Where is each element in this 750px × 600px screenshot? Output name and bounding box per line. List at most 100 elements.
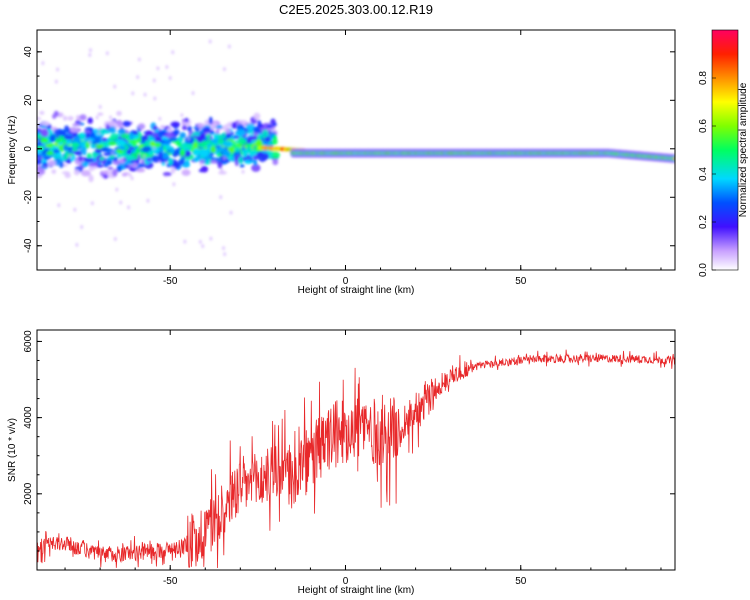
heatmap-cell bbox=[113, 84, 117, 89]
heatmap-cell bbox=[202, 126, 211, 134]
heatmap-cell bbox=[141, 136, 146, 144]
heatmap-cell bbox=[270, 119, 276, 124]
heatmap-cell bbox=[210, 138, 221, 144]
colorbar-gradient bbox=[712, 30, 738, 270]
heatmap-cell bbox=[66, 159, 72, 164]
heatmap-cell bbox=[107, 120, 117, 127]
heatmap-cell bbox=[40, 128, 48, 137]
heatmap-cell bbox=[86, 158, 94, 162]
heatmap-cell bbox=[146, 198, 150, 203]
heatmap-cell bbox=[125, 155, 136, 161]
heatmap-cell bbox=[95, 115, 99, 120]
heatmap-cell bbox=[116, 110, 122, 116]
heatmap-cell bbox=[170, 166, 176, 174]
heatmap-cell bbox=[142, 154, 146, 159]
heatmap-cell bbox=[112, 158, 119, 162]
y-tick-label: 4000 bbox=[23, 406, 34, 429]
heatmap-cell bbox=[187, 136, 191, 141]
heatmap-cell bbox=[237, 139, 247, 144]
heatmap-cell bbox=[69, 127, 79, 133]
heatmap-cell bbox=[172, 182, 176, 187]
heatmap-cell bbox=[80, 170, 91, 177]
spectrogram-x-ticks: -50 0 50 bbox=[64, 30, 662, 287]
heatmap-cell bbox=[90, 144, 97, 149]
heatmap-cell bbox=[272, 138, 278, 146]
heatmap-cell bbox=[263, 122, 268, 129]
heatmap-cell bbox=[228, 156, 233, 161]
heatmap-cell bbox=[193, 148, 200, 157]
heatmap-cell bbox=[97, 112, 104, 116]
heatmap-cell bbox=[215, 146, 226, 152]
heatmap-cell bbox=[182, 125, 188, 131]
heatmap-cell bbox=[85, 137, 95, 143]
heatmap-cell bbox=[265, 135, 271, 143]
heatmap-cell bbox=[231, 122, 237, 129]
heatmap-cell bbox=[37, 135, 42, 139]
heatmap-cell bbox=[40, 121, 50, 127]
heatmap-cell bbox=[223, 158, 231, 163]
x-tick-label: 50 bbox=[515, 576, 527, 587]
heatmap-cell bbox=[215, 124, 223, 129]
heatmap-cell bbox=[115, 138, 125, 147]
heatmap-cell bbox=[98, 104, 102, 109]
colorbar-tick-label: 0.6 bbox=[698, 119, 709, 133]
heatmap-cell bbox=[110, 133, 120, 139]
heatmap-cell bbox=[59, 162, 64, 168]
heatmap-cell bbox=[57, 203, 61, 208]
heatmap-cell bbox=[156, 66, 160, 71]
spectrogram-x-label: Height of straight line (km) bbox=[298, 285, 415, 296]
heatmap-cell bbox=[128, 173, 132, 178]
heatmap-cell bbox=[222, 140, 233, 148]
heatmap-cell bbox=[49, 134, 56, 143]
heatmap-cell bbox=[106, 160, 112, 165]
heatmap-cell bbox=[225, 128, 231, 135]
heatmap-cell bbox=[148, 137, 156, 142]
heatmap-cell bbox=[79, 114, 87, 121]
heatmap-cell bbox=[178, 158, 185, 166]
heatmap-cell bbox=[120, 124, 124, 129]
heatmap-cell bbox=[212, 122, 218, 127]
heatmap-cell bbox=[78, 155, 83, 162]
heatmap-cell bbox=[111, 151, 115, 156]
spectrogram-frame bbox=[36, 29, 676, 271]
heatmap-cell bbox=[37, 116, 42, 121]
heatmap-cell bbox=[101, 137, 108, 142]
colorbar: 0.0 0.2 0.4 0.6 0.8 Normalized spectral ampl… bbox=[698, 29, 749, 277]
heatmap-cell bbox=[220, 167, 224, 172]
heatmap-cell bbox=[158, 151, 164, 160]
snr-y-ticks: 2000 4000 6000 bbox=[23, 330, 675, 552]
heatmap-cell bbox=[80, 225, 84, 230]
heatmap-cell bbox=[121, 172, 128, 177]
heatmap-cell bbox=[218, 170, 227, 175]
heatmap-cell bbox=[225, 133, 232, 139]
y-tick-label: -20 bbox=[23, 190, 34, 205]
heatmap-cell bbox=[135, 158, 140, 165]
heatmap-cell bbox=[146, 157, 152, 162]
heatmap-cell bbox=[233, 134, 238, 139]
heatmap-cell bbox=[168, 75, 172, 80]
heatmap-cell bbox=[85, 127, 94, 131]
heatmap-cell bbox=[165, 132, 174, 139]
heatmap-cell bbox=[73, 169, 80, 176]
heatmap-cell bbox=[223, 252, 227, 257]
heatmap-cell bbox=[249, 149, 258, 156]
snr-x-ticks: -50 0 50 bbox=[64, 330, 662, 587]
heatmap-cell bbox=[179, 149, 186, 157]
heatmap-cell bbox=[272, 159, 279, 166]
heatmap-cell bbox=[217, 138, 225, 145]
y-tick-label: -40 bbox=[23, 238, 34, 253]
snr-frame bbox=[36, 329, 676, 571]
heatmap-cell bbox=[217, 134, 227, 139]
y-tick-label: 20 bbox=[23, 94, 34, 106]
heatmap-cell bbox=[199, 162, 203, 167]
heatmap-cell bbox=[127, 205, 131, 210]
heatmap-cell bbox=[158, 116, 162, 121]
heatmap-cell bbox=[217, 161, 223, 169]
heatmap-cell bbox=[79, 132, 86, 137]
heatmap-cell bbox=[116, 153, 123, 159]
heatmap-cell bbox=[168, 136, 178, 142]
heatmap-cell bbox=[107, 166, 114, 170]
heatmap-cell bbox=[242, 153, 248, 158]
heatmap-cell bbox=[37, 128, 42, 132]
